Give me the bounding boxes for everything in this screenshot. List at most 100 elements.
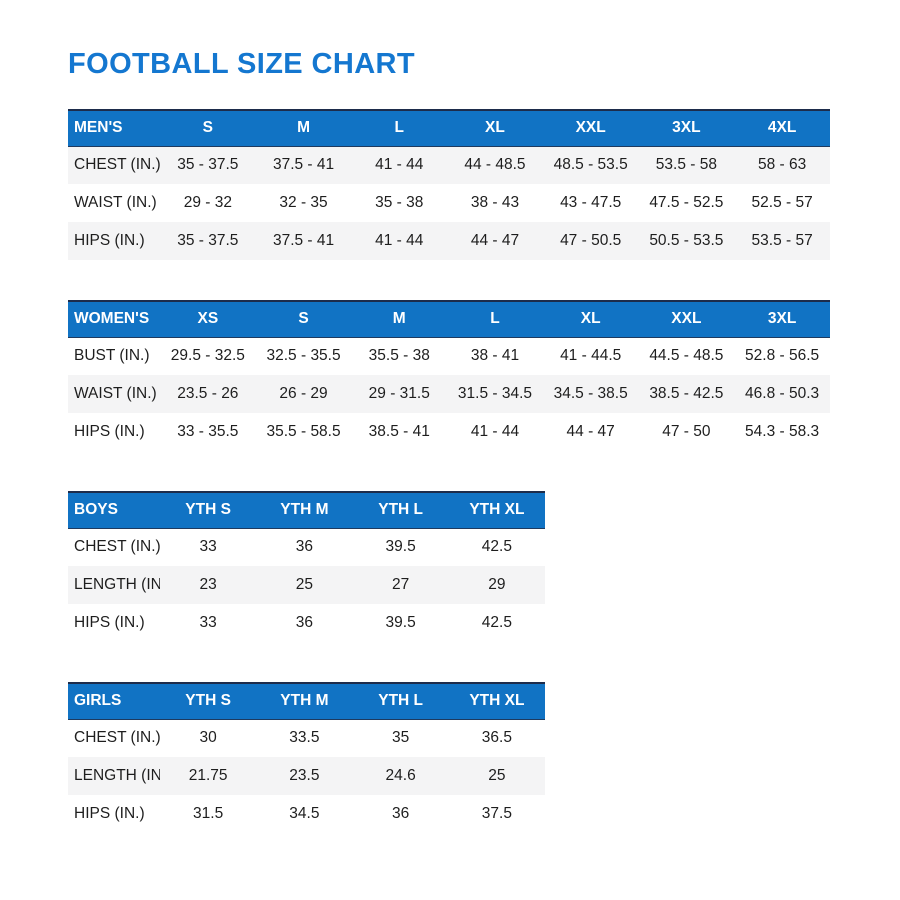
column-header: YTH XL (448, 682, 545, 720)
size-value-cell: 44.5 - 48.5 (649, 347, 724, 365)
size-value-cell: 52.8 - 56.5 (745, 347, 820, 365)
row-label: CHEST (IN.) (74, 156, 160, 174)
column-header: YTH M (256, 682, 353, 720)
table-row: CHEST (IN.) 33 36 39.5 42.5 (68, 528, 545, 566)
size-value-cell: 54.3 - 58.3 (745, 423, 820, 440)
row-label: LENGTH (IN.) (74, 576, 160, 593)
column-header: 3XL (638, 109, 735, 147)
size-value-cell: 36.5 (481, 729, 512, 747)
size-value-cell: 36 (392, 805, 410, 822)
size-value-cell: 36 (295, 614, 313, 631)
size-value-cell: 53.5 - 57 (751, 232, 813, 249)
size-value-cell: 30 (199, 729, 217, 747)
size-value-cell: 42.5 (481, 538, 512, 556)
size-chart-page: FOOTBALL SIZE CHART MEN'S S M L XL XXL 3XL 4XL C… (68, 48, 830, 833)
table-title-mens: MEN'S (68, 109, 160, 147)
row-label: WAIST (IN.) (74, 385, 157, 402)
size-value-cell: 31.5 (193, 805, 224, 822)
size-value-cell: 32 - 35 (279, 194, 328, 211)
size-value-cell: 37.5 - 41 (272, 156, 335, 174)
table-title-boys: BOYS (68, 491, 160, 529)
size-value-cell: 37.5 (481, 805, 512, 822)
size-value-cell: 35.5 - 58.5 (266, 423, 341, 440)
size-value-cell: 36 (295, 538, 313, 556)
size-value-cell: 47 - 50.5 (560, 232, 622, 249)
size-value-cell: 38 - 43 (470, 194, 520, 211)
size-value-cell: 38.5 - 41 (368, 423, 430, 440)
table-row: CHEST (IN.) 30 33.5 35 36.5 (68, 719, 545, 757)
column-header: M (255, 109, 352, 147)
size-value-cell: 50.5 - 53.5 (649, 232, 724, 249)
row-label: HIPS (IN.) (74, 232, 145, 249)
size-value-cell: 48.5 - 53.5 (553, 156, 628, 174)
column-header: YTH L (352, 491, 449, 529)
table-row: BUST (IN.) 29.5 - 32.5 32.5 - 35.5 35.5 - 3… (68, 337, 830, 375)
column-header: 3XL (734, 300, 830, 338)
size-value-cell: 25 (295, 576, 313, 593)
table-row: HIPS (IN.) 33 36 39.5 42.5 (68, 604, 545, 642)
size-value-cell: 27 (392, 576, 410, 593)
column-header: XXL (638, 300, 735, 338)
size-value-cell: 38 - 41 (470, 347, 520, 365)
size-value-cell: 25 (488, 767, 506, 784)
size-value-cell: 52.5 - 57 (751, 194, 813, 211)
column-header: S (255, 300, 352, 338)
column-header: YTH M (256, 491, 353, 529)
size-value-cell: 32.5 - 35.5 (266, 347, 341, 365)
row-label: WAIST (IN.) (74, 194, 157, 211)
size-value-cell: 41 - 44.5 (560, 347, 622, 365)
size-value-cell: 43 - 47.5 (560, 194, 622, 211)
column-header: YTH S (160, 682, 257, 720)
row-label: CHEST (IN.) (74, 729, 160, 747)
row-label: BUST (IN.) (74, 347, 150, 365)
page-title: FOOTBALL SIZE CHART (68, 48, 415, 80)
size-value-cell: 29.5 - 32.5 (170, 347, 245, 365)
size-value-cell: 37.5 - 41 (272, 232, 335, 249)
table-row: WAIST (IN.) 29 - 32 32 - 35 35 - 38 38 - 43 4… (68, 184, 830, 222)
size-value-cell: 46.8 - 50.3 (745, 385, 820, 402)
size-value-cell: 39.5 (385, 614, 416, 631)
row-label: HIPS (IN.) (74, 614, 145, 631)
size-value-cell: 29 (488, 576, 506, 593)
size-value-cell: 47.5 - 52.5 (649, 194, 724, 211)
table-row: LENGTH (IN.) 23 25 27 29 (68, 566, 545, 604)
size-table-mens: MEN'S S M L XL XXL 3XL 4XL CHEST (IN.) 35 - 37.5 3… (68, 109, 830, 260)
header-row-mens: MEN'S S M L XL XXL 3XL 4XL (68, 109, 830, 147)
size-value-cell: 38.5 - 42.5 (649, 385, 724, 402)
column-header: XL (542, 300, 639, 338)
size-tables-container: MEN'S S M L XL XXL 3XL 4XL CHEST (IN.) 35 - 37.5 3… (68, 109, 830, 833)
size-value-cell: 29 - 31.5 (368, 385, 430, 402)
table-row: HIPS (IN.) 33 - 35.5 35.5 - 58.5 38.5 - 41 4… (68, 413, 830, 451)
size-value-cell: 34.5 - 38.5 (553, 385, 628, 402)
table-row: HIPS (IN.) 31.5 34.5 36 37.5 (68, 795, 545, 833)
column-header: YTH S (160, 491, 257, 529)
row-label: CHEST (IN.) (74, 538, 160, 556)
size-value-cell: 42.5 (481, 614, 512, 631)
size-value-cell: 44 - 47 (470, 232, 520, 249)
size-value-cell: 44 - 47 (566, 423, 615, 440)
size-value-cell: 35 - 38 (375, 194, 424, 211)
size-table-womens: WOMEN'S XS S M L XL XXL 3XL BUST (IN.) 29.5 - 32.… (68, 300, 830, 451)
column-header: 4XL (734, 109, 830, 147)
size-value-cell: 23 (199, 576, 217, 593)
size-value-cell: 47 - 50 (662, 423, 711, 440)
column-header: XXL (542, 109, 639, 147)
size-value-cell: 26 - 29 (279, 385, 328, 402)
table-row: CHEST (IN.) 35 - 37.5 37.5 - 41 41 - 44 44 -… (68, 146, 830, 184)
header-row-womens: WOMEN'S XS S M L XL XXL 3XL (68, 300, 830, 338)
row-label: LENGTH (IN.) (74, 767, 160, 784)
size-value-cell: 53.5 - 58 (655, 156, 717, 174)
table-row: HIPS (IN.) 35 - 37.5 37.5 - 41 41 - 44 44 - … (68, 222, 830, 260)
table-row: LENGTH (IN.) 21.75 23.5 24.6 25 (68, 757, 545, 795)
size-value-cell: 44 - 48.5 (464, 156, 526, 174)
size-value-cell: 34.5 (289, 805, 320, 822)
size-value-cell: 33 (199, 538, 217, 556)
size-value-cell: 33 - 35.5 (177, 423, 239, 440)
size-value-cell: 35.5 - 38 (368, 347, 430, 365)
size-value-cell: 58 - 63 (757, 156, 807, 174)
table-row: WAIST (IN.) 23.5 - 26 26 - 29 29 - 31.5 31.5… (68, 375, 830, 413)
size-value-cell: 24.6 (385, 767, 416, 784)
column-header: L (447, 300, 543, 338)
column-header: M (351, 300, 448, 338)
size-value-cell: 33.5 (289, 729, 320, 747)
